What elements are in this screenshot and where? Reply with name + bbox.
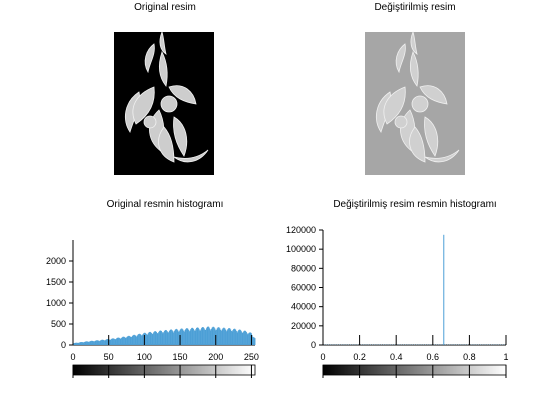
y-tick-label: 1500	[46, 277, 66, 287]
grayscale-colorbar	[323, 365, 506, 375]
x-tick-label: 0	[70, 352, 75, 362]
y-tick-label: 60000	[291, 283, 316, 293]
original-image-title: Original resim	[80, 2, 250, 13]
histogram-modified-chart: 0 20000 40000 60000 80000 100000 120000 0 0.2 0.4…	[270, 220, 550, 410]
histogram-original-title: Original resmin histogramı	[70, 199, 260, 210]
y-tick-label: 1000	[46, 298, 66, 308]
y-tick-label: 40000	[291, 302, 316, 312]
original-image	[114, 32, 214, 175]
y-tick-label: 2000	[46, 256, 66, 266]
modified-image-title: Değiştirilmiş resim	[330, 2, 500, 13]
x-tick-label: 100	[137, 352, 152, 362]
modified-image	[365, 32, 465, 175]
x-tick-label: 150	[173, 352, 188, 362]
y-tick-label: 500	[51, 319, 66, 329]
x-tick-label: 0.6	[427, 352, 440, 362]
y-tick-label: 80000	[291, 263, 316, 273]
histogram-original-chart: 0 500 1000 1500 2000 0 50 100 150 200 250	[0, 220, 280, 410]
y-tick-label: 0	[61, 340, 66, 350]
x-tick-label: 50	[104, 352, 114, 362]
x-tick-label: 1	[503, 352, 508, 362]
y-tick-label: 0	[311, 340, 316, 350]
histogram-modified-title: Değiştirilmiş resim resmin histogramı	[310, 199, 520, 210]
grayscale-colorbar	[73, 365, 255, 375]
y-tick-label: 100000	[286, 244, 316, 254]
x-tick-label: 0.4	[390, 352, 403, 362]
y-tick-label: 20000	[291, 321, 316, 331]
x-tick-label: 0.2	[353, 352, 366, 362]
x-tick-label: 200	[208, 352, 223, 362]
x-tick-label: 0	[320, 352, 325, 362]
y-tick-label: 120000	[286, 225, 316, 235]
x-tick-label: 250	[244, 352, 259, 362]
x-tick-label: 0.8	[463, 352, 476, 362]
